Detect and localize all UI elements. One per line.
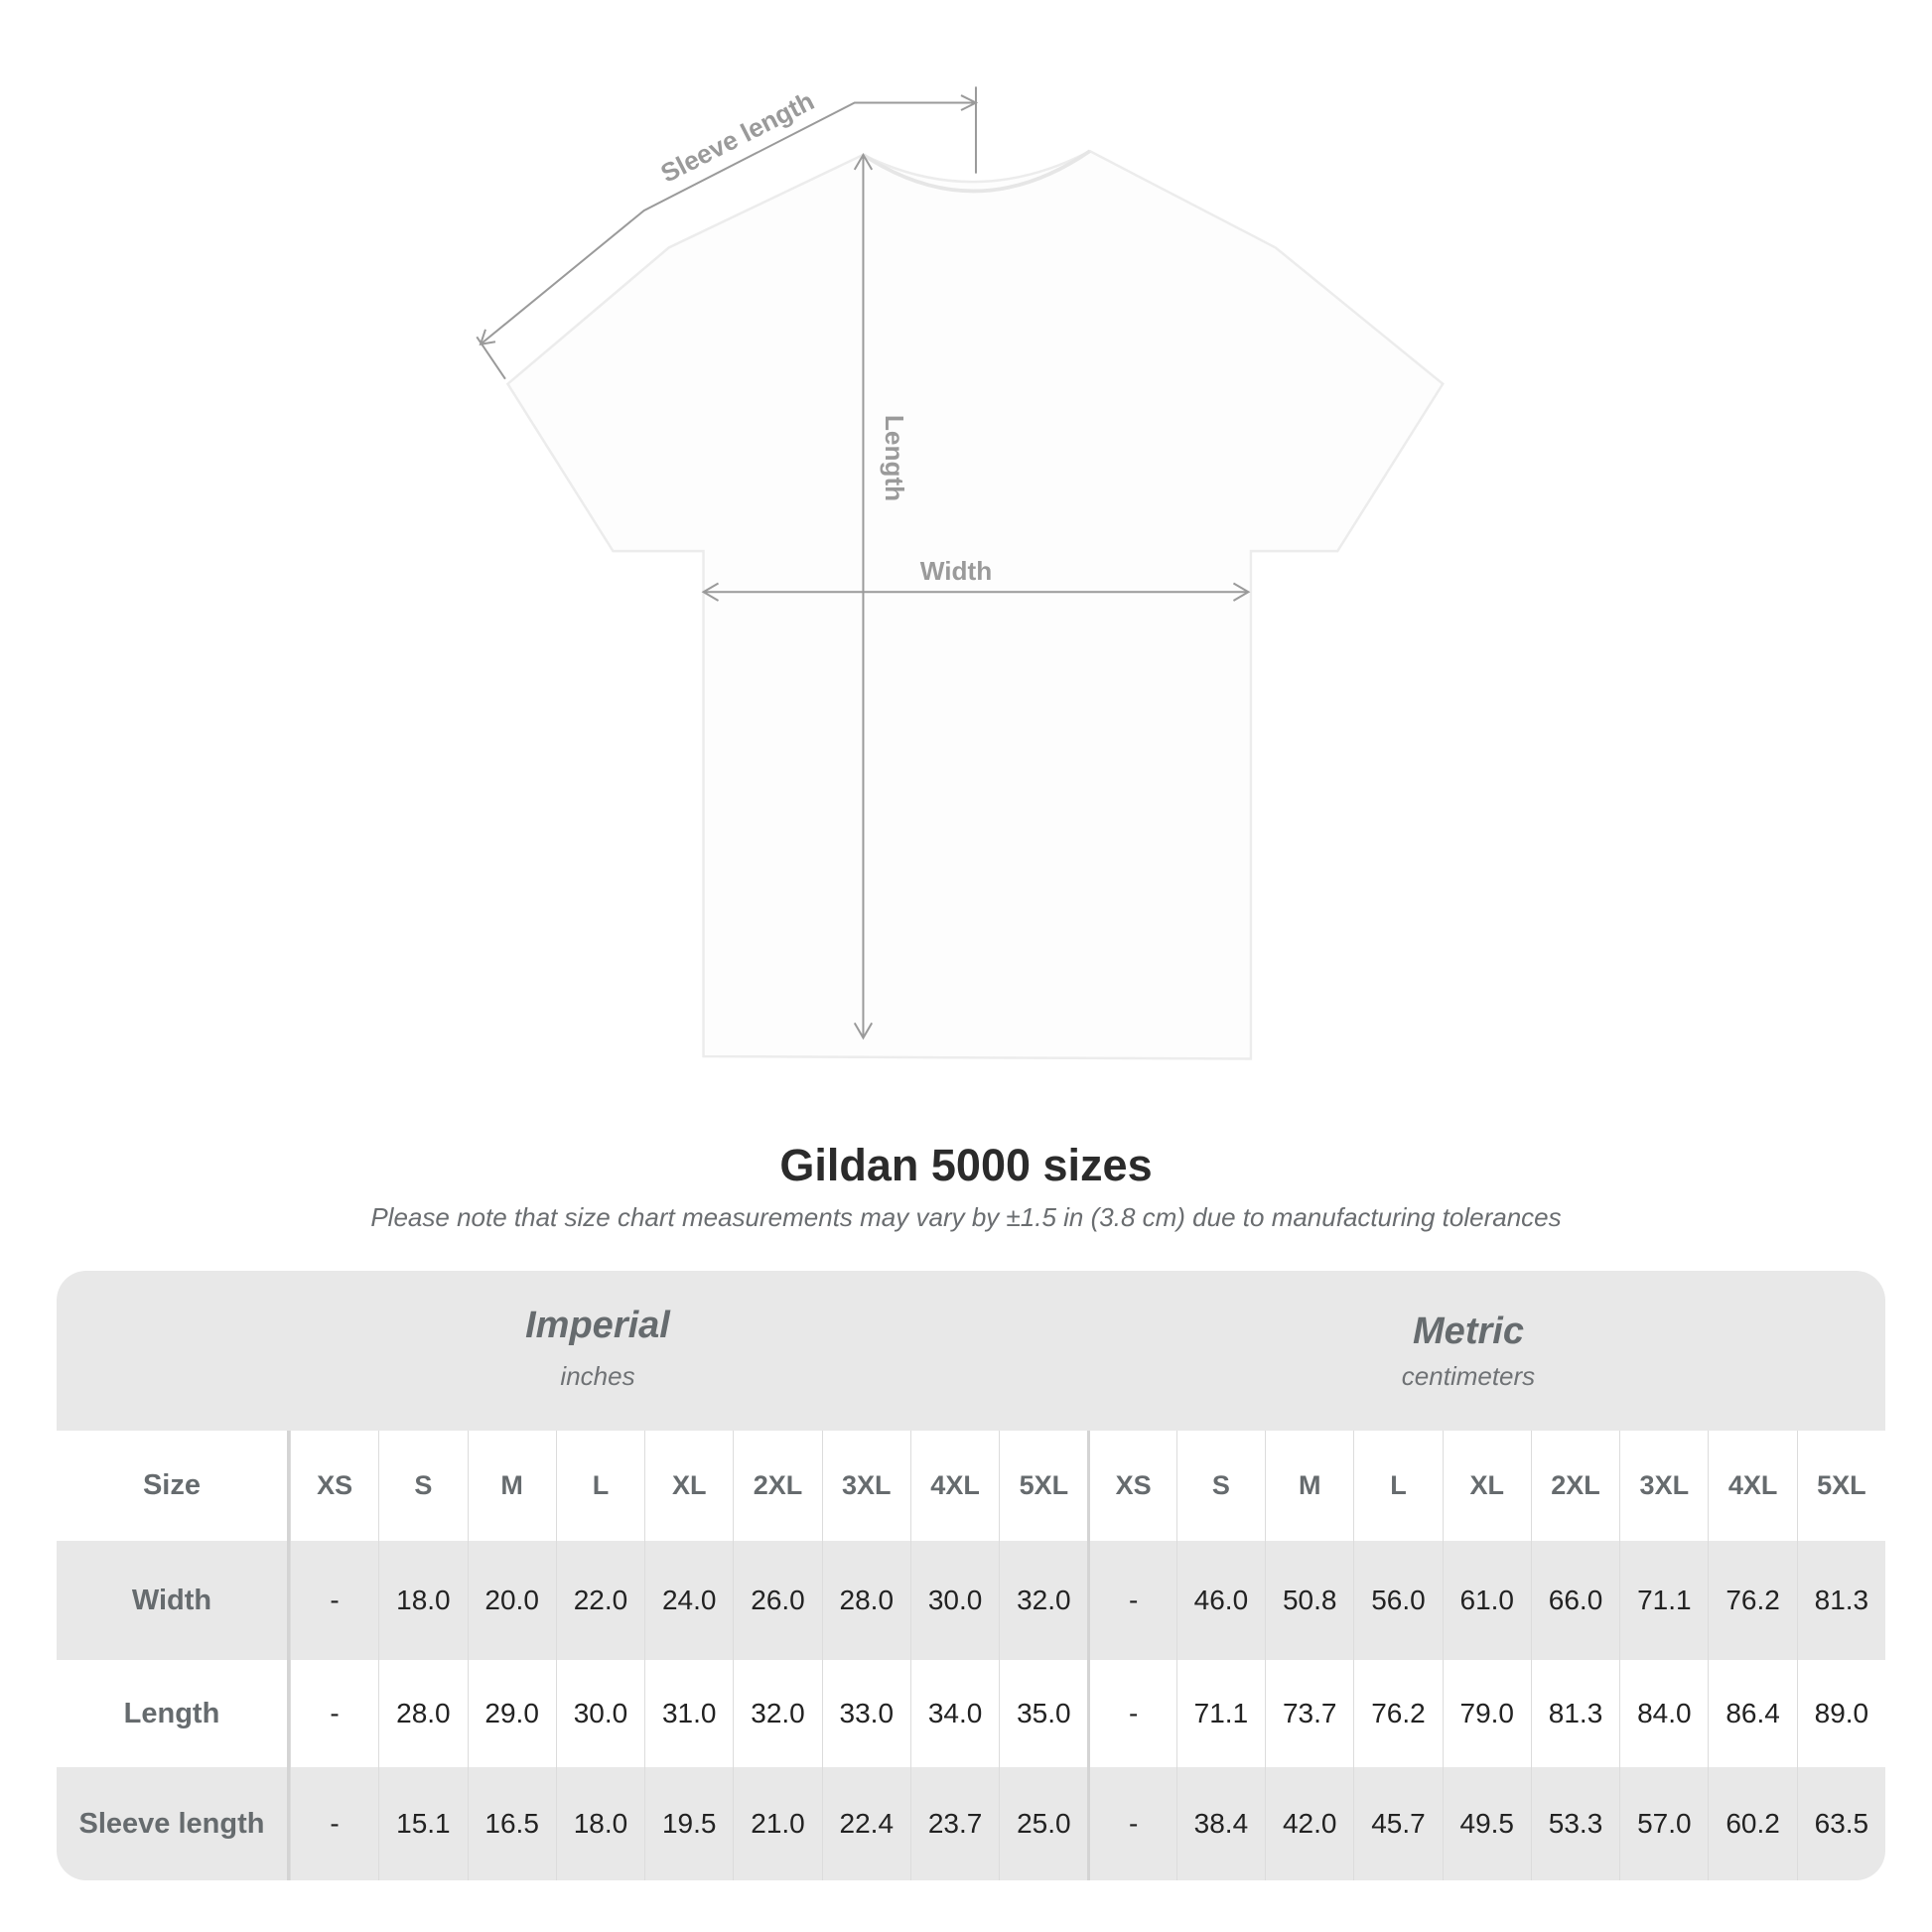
imperial-value-cell: 26.0 — [733, 1541, 821, 1660]
imperial-value-cell: 30.0 — [909, 1541, 999, 1660]
table-row: Width -18.0 20.0 22.0 24.0 26.0 28.0 30.0 32.0-4… — [57, 1541, 1885, 1660]
metric-value-cell: - — [1087, 1660, 1175, 1767]
imperial-size-header: M — [467, 1431, 556, 1541]
metric-value-cell: 84.0 — [1619, 1660, 1708, 1767]
imperial-value-cell: 22.4 — [821, 1767, 910, 1880]
metric-unit: centimeters — [1401, 1361, 1536, 1391]
imperial-size-header: 4XL — [909, 1431, 999, 1541]
metric-value-cell: 53.3 — [1530, 1767, 1619, 1880]
imperial-value-cell: 19.5 — [644, 1767, 733, 1880]
sleeve-line — [480, 101, 976, 345]
table-row: Length -28.0 29.0 30.0 31.0 32.0 33.0 34.0 35.0-… — [57, 1660, 1885, 1767]
metric-value-cell: 42.0 — [1265, 1767, 1353, 1880]
imperial-value-cell: 30.0 — [555, 1660, 644, 1767]
metric-value-cell: - — [1087, 1541, 1175, 1660]
imperial-value-cell: 25.0 — [999, 1767, 1087, 1880]
imperial-value-cell: 16.5 — [467, 1767, 556, 1880]
imperial-value-cell: 34.0 — [909, 1660, 999, 1767]
metric-value-cell: 76.2 — [1708, 1541, 1796, 1660]
imperial-value-cell: 21.0 — [733, 1767, 821, 1880]
metric-size-header: S — [1175, 1431, 1265, 1541]
imperial-size-header: XL — [644, 1431, 733, 1541]
metric-value-cell: 57.0 — [1619, 1767, 1708, 1880]
metric-value-cell: 76.2 — [1353, 1660, 1442, 1767]
metric-value-cell: 73.7 — [1265, 1660, 1353, 1767]
imperial-value-cell: 32.0 — [733, 1660, 821, 1767]
table-row: Sleeve length -15.1 16.5 18.0 19.5 21.0 22.4 23… — [57, 1767, 1885, 1880]
metric-value-cell: 79.0 — [1442, 1660, 1531, 1767]
imperial-value-cell: - — [289, 1767, 378, 1880]
imperial-value-cell: 24.0 — [644, 1541, 733, 1660]
imperial-value-cell: 35.0 — [999, 1660, 1087, 1767]
tolerance-note: Please note that size chart measurements… — [370, 1202, 1562, 1232]
metric-value-cell: 86.4 — [1708, 1660, 1796, 1767]
imperial-value-cell: 29.0 — [467, 1660, 556, 1767]
imperial-value-cell: 18.0 — [555, 1767, 644, 1880]
imperial-size-header: 5XL — [999, 1431, 1087, 1541]
imperial-value-cell: 28.0 — [821, 1541, 910, 1660]
metric-size-header: 2XL — [1530, 1431, 1619, 1541]
imperial-value-cell: 33.0 — [821, 1660, 910, 1767]
metric-value-cell: 81.3 — [1530, 1660, 1619, 1767]
imperial-value-cell: 22.0 — [555, 1541, 644, 1660]
imperial-size-header: 3XL — [821, 1431, 910, 1541]
size-table: Imperial inches Metric centimeters Size X… — [57, 1271, 1885, 1880]
imperial-value-cell: 20.0 — [467, 1541, 556, 1660]
page-title: Gildan 5000 sizes — [779, 1140, 1153, 1190]
metric-value-cell: 71.1 — [1175, 1660, 1265, 1767]
metric-value-cell: 60.2 — [1708, 1767, 1796, 1880]
metric-value-cell: 71.1 — [1619, 1541, 1708, 1660]
table-header-band — [57, 1271, 1885, 1431]
metric-size-header: 4XL — [1708, 1431, 1796, 1541]
row-label: Size — [57, 1431, 290, 1541]
metric-size-header: XS — [1087, 1431, 1175, 1541]
metric-value-cell: 50.8 — [1265, 1541, 1353, 1660]
length-label: Length — [880, 415, 909, 501]
row-label: Width — [57, 1541, 290, 1660]
imperial-value-cell: - — [289, 1541, 378, 1660]
imperial-size-header: 2XL — [733, 1431, 821, 1541]
imperial-value-cell: 18.0 — [378, 1541, 467, 1660]
metric-value-cell: 38.4 — [1175, 1767, 1265, 1880]
measure-lines — [476, 86, 1251, 1040]
imperial-size-header: L — [555, 1431, 644, 1541]
size-header-row: Size XS S M L XL 2XL 3XL 4XL 5XL XS S M L XL 2XL 3XL 4XL 5… — [57, 1431, 1885, 1541]
metric-size-header: 3XL — [1619, 1431, 1708, 1541]
metric-size-header: L — [1353, 1431, 1442, 1541]
metric-value-cell: 46.0 — [1175, 1541, 1265, 1660]
metric-value-cell: 45.7 — [1353, 1767, 1442, 1880]
metric-title: Metric — [1413, 1311, 1524, 1352]
imperial-unit: inches — [560, 1361, 635, 1391]
metric-value-cell: 81.3 — [1796, 1541, 1885, 1660]
row-label: Length — [57, 1660, 290, 1767]
tshirt-shape — [505, 149, 1445, 1060]
metric-value-cell: - — [1087, 1767, 1175, 1880]
imperial-size-header: S — [378, 1431, 467, 1541]
imperial-value-cell: 15.1 — [378, 1767, 467, 1880]
imperial-value-cell: 23.7 — [909, 1767, 999, 1880]
metric-size-header: XL — [1442, 1431, 1531, 1541]
imperial-value-cell: 28.0 — [378, 1660, 467, 1767]
imperial-value-cell: 31.0 — [644, 1660, 733, 1767]
metric-value-cell: 66.0 — [1530, 1541, 1619, 1660]
metric-value-cell: 49.5 — [1442, 1767, 1531, 1880]
metric-value-cell: 89.0 — [1796, 1660, 1885, 1767]
metric-size-header: M — [1265, 1431, 1353, 1541]
imperial-value-cell: - — [289, 1660, 378, 1767]
row-label: Sleeve length — [57, 1767, 290, 1880]
sleeve-length-label: Sleeve length — [656, 85, 819, 188]
metric-size-header: 5XL — [1796, 1431, 1885, 1541]
metric-value-cell: 56.0 — [1353, 1541, 1442, 1660]
imperial-size-header: XS — [289, 1431, 378, 1541]
width-label: Width — [920, 556, 992, 586]
imperial-title: Imperial — [525, 1305, 670, 1346]
collar — [862, 149, 1091, 194]
imperial-value-cell: 32.0 — [999, 1541, 1087, 1660]
metric-value-cell: 63.5 — [1796, 1767, 1885, 1880]
metric-value-cell: 61.0 — [1442, 1541, 1531, 1660]
imperial-header: Imperial inches — [300, 1305, 896, 1392]
metric-header: Metric centimeters — [1171, 1311, 1766, 1392]
